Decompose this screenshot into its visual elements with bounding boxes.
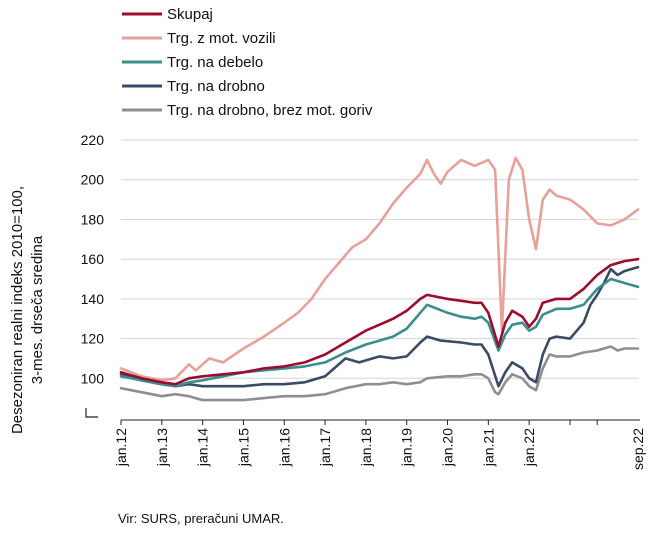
series-line-0: [119, 257, 640, 386]
y-axis-title: Desezoniran realni indeks 2010=100, 3-mes…: [9, 186, 46, 434]
legend-label: Trg. na drobno: [167, 78, 265, 95]
legend-label: Trg. z mot. vozili: [167, 30, 276, 47]
x-tick-label: jan.14: [195, 428, 211, 467]
x-tick-label: jan.21: [480, 428, 496, 467]
x-tick-label: jan.15: [235, 428, 251, 467]
x-tick-label: jan.16: [276, 428, 292, 467]
legend-label: Skupaj: [167, 6, 213, 23]
y-tick-label: 100: [81, 370, 105, 386]
x-tick-label: jan.20: [440, 428, 456, 467]
y-tick-label: 160: [81, 251, 105, 267]
legend: Skupaj Trg. z mot. vozili Trg. na debelo Tr…: [122, 6, 373, 119]
series-line-2: [119, 277, 640, 388]
axis-break-marker: [85, 408, 98, 418]
y-axis-title-line: 3-mes. drseča sredina: [29, 235, 46, 384]
series-line-1: [119, 156, 640, 382]
x-tick-label: jan.18: [358, 428, 374, 467]
x-tick-label: jan.19: [399, 428, 415, 467]
series-line-4: [119, 345, 640, 402]
legend-label: Trg. na drobno, brez mot. goriv: [167, 102, 373, 119]
x-tick-label: jan.12: [113, 428, 129, 467]
x-tick-label: sep.22: [630, 428, 646, 470]
y-tick-label: 120: [81, 331, 105, 347]
gridlines: [121, 139, 638, 379]
x-tick-label: jan.13: [154, 428, 170, 467]
x-tick-label: jan.22: [521, 428, 537, 467]
y-tick-label: 220: [81, 132, 105, 148]
legend-label: Trg. na debelo: [167, 54, 263, 71]
y-axis-title-line: Desezoniran realni indeks 2010=100,: [9, 186, 26, 434]
y-tick-label: 200: [81, 172, 105, 188]
source-note: Vir: SURS, preračuni UMAR.: [118, 511, 284, 526]
axes: 100 120 140 160 180 200 220 jan.12 jan.13 jan.14 j…: [81, 132, 646, 470]
x-tick-label: jan.17: [317, 428, 333, 467]
y-tick-label: 180: [81, 211, 105, 227]
series-line-3: [119, 265, 640, 388]
y-tick-label: 140: [81, 291, 105, 307]
series-lines: [119, 156, 640, 402]
